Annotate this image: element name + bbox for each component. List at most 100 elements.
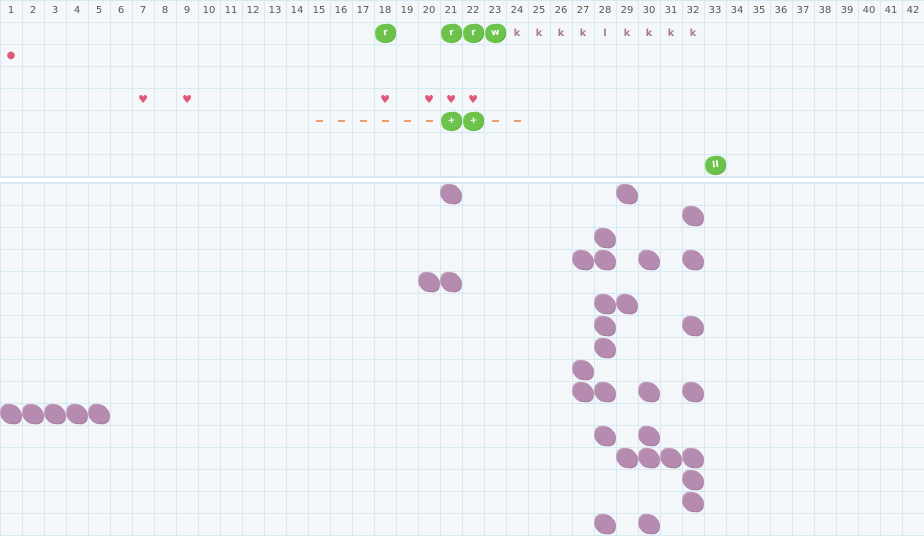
heart-icon: ♥	[380, 92, 390, 106]
note-cell[interactable]	[616, 183, 638, 205]
heart-icon: ♥	[424, 92, 434, 106]
note-cell[interactable]	[594, 315, 616, 337]
note-cell[interactable]	[638, 425, 660, 447]
track-cell[interactable]	[506, 110, 528, 132]
track-cell[interactable]	[418, 110, 440, 132]
note-cell[interactable]	[594, 293, 616, 315]
bottom-note-grid[interactable]	[0, 182, 924, 536]
dash-icon	[425, 120, 433, 122]
note-cell[interactable]	[440, 271, 462, 293]
note-cell[interactable]	[660, 447, 682, 469]
column-number: 41	[884, 5, 898, 16]
drop-icon: ●	[6, 49, 16, 61]
note-cell[interactable]	[594, 425, 616, 447]
purple-note	[682, 206, 704, 226]
note-cell[interactable]	[572, 359, 594, 381]
track-cell[interactable]	[330, 110, 352, 132]
heart-icon: ♥	[138, 92, 148, 106]
note-cell[interactable]	[682, 249, 704, 271]
note-cell[interactable]	[44, 403, 66, 425]
track-cell[interactable]: k	[506, 22, 528, 44]
column-number: 24	[510, 5, 524, 16]
track-cell[interactable]: r	[462, 22, 484, 44]
track-cell[interactable]: l	[594, 22, 616, 44]
track-cell[interactable]: w	[484, 22, 506, 44]
purple-note	[440, 272, 462, 292]
track-cell[interactable]: ●	[0, 44, 22, 66]
track-cell[interactable]: ♥	[374, 88, 396, 110]
track-cell[interactable]: k	[660, 22, 682, 44]
letter-note: k	[667, 27, 675, 39]
note-cell[interactable]	[88, 403, 110, 425]
purple-note	[572, 382, 594, 402]
note-cell[interactable]	[682, 205, 704, 227]
track-cell[interactable]: +	[462, 110, 484, 132]
track-cell[interactable]: k	[682, 22, 704, 44]
purple-note	[44, 404, 66, 424]
note-cell[interactable]	[594, 337, 616, 359]
letter-note: k	[623, 27, 631, 39]
track-cell[interactable]: k	[616, 22, 638, 44]
column-number: 42	[906, 5, 920, 16]
track-cell[interactable]: II	[704, 154, 726, 176]
note-cell[interactable]	[616, 293, 638, 315]
note-cell[interactable]	[682, 447, 704, 469]
note-cell[interactable]	[638, 513, 660, 535]
note-cell[interactable]	[682, 381, 704, 403]
note-cell[interactable]	[22, 403, 44, 425]
track-cell[interactable]: ♥	[418, 88, 440, 110]
track-cell[interactable]	[374, 110, 396, 132]
note-cell[interactable]	[66, 403, 88, 425]
column-number: 7	[139, 5, 147, 16]
track-cell[interactable]: r	[374, 22, 396, 44]
column-number: 16	[334, 5, 348, 16]
column-number: 39	[840, 5, 854, 16]
column-number: 33	[708, 5, 722, 16]
purple-note	[22, 404, 44, 424]
note-cell[interactable]	[594, 227, 616, 249]
top-track-grid[interactable]: 1 2 3 4 5 6 7 8 9 10 11 12 13 14 15 16 17 18 19 20 21 22 23 24 2…	[0, 0, 924, 178]
green-note: +	[462, 111, 484, 131]
note-cell[interactable]	[638, 249, 660, 271]
track-cell[interactable]: ♥	[132, 88, 154, 110]
note-cell[interactable]	[682, 469, 704, 491]
note-cell[interactable]	[440, 183, 462, 205]
track-cell[interactable]: k	[528, 22, 550, 44]
heart-icon: ♥	[182, 92, 192, 106]
track-cell[interactable]: +	[440, 110, 462, 132]
purple-note	[440, 184, 462, 204]
track-cell[interactable]	[352, 110, 374, 132]
track-cell[interactable]: r	[440, 22, 462, 44]
note-cell[interactable]	[418, 271, 440, 293]
note-cell[interactable]	[638, 381, 660, 403]
heart-icon: ♥	[446, 92, 456, 106]
column-number: 13	[268, 5, 282, 16]
note-cell[interactable]	[594, 513, 616, 535]
note-cell[interactable]	[572, 381, 594, 403]
note-cell[interactable]	[594, 381, 616, 403]
track-cell[interactable]	[308, 110, 330, 132]
note-cell[interactable]	[638, 447, 660, 469]
column-number: 30	[642, 5, 656, 16]
purple-note	[594, 514, 616, 534]
note-cell[interactable]	[682, 491, 704, 513]
note-cell[interactable]	[572, 249, 594, 271]
purple-note	[638, 250, 660, 270]
track-cell[interactable]: ♥	[440, 88, 462, 110]
note-cell[interactable]	[682, 315, 704, 337]
track-cell[interactable]	[484, 110, 506, 132]
note-cell[interactable]	[594, 249, 616, 271]
track-cell[interactable]: ♥	[462, 88, 484, 110]
column-number: 38	[818, 5, 832, 16]
column-number: 34	[730, 5, 744, 16]
track-cell[interactable]: k	[572, 22, 594, 44]
track-cell[interactable]: k	[550, 22, 572, 44]
purple-note	[572, 360, 594, 380]
dash-icon	[403, 120, 411, 122]
purple-note	[682, 448, 704, 468]
note-cell[interactable]	[0, 403, 22, 425]
note-cell[interactable]	[616, 447, 638, 469]
track-cell[interactable]: k	[638, 22, 660, 44]
track-cell[interactable]: ♥	[176, 88, 198, 110]
track-cell[interactable]	[396, 110, 418, 132]
